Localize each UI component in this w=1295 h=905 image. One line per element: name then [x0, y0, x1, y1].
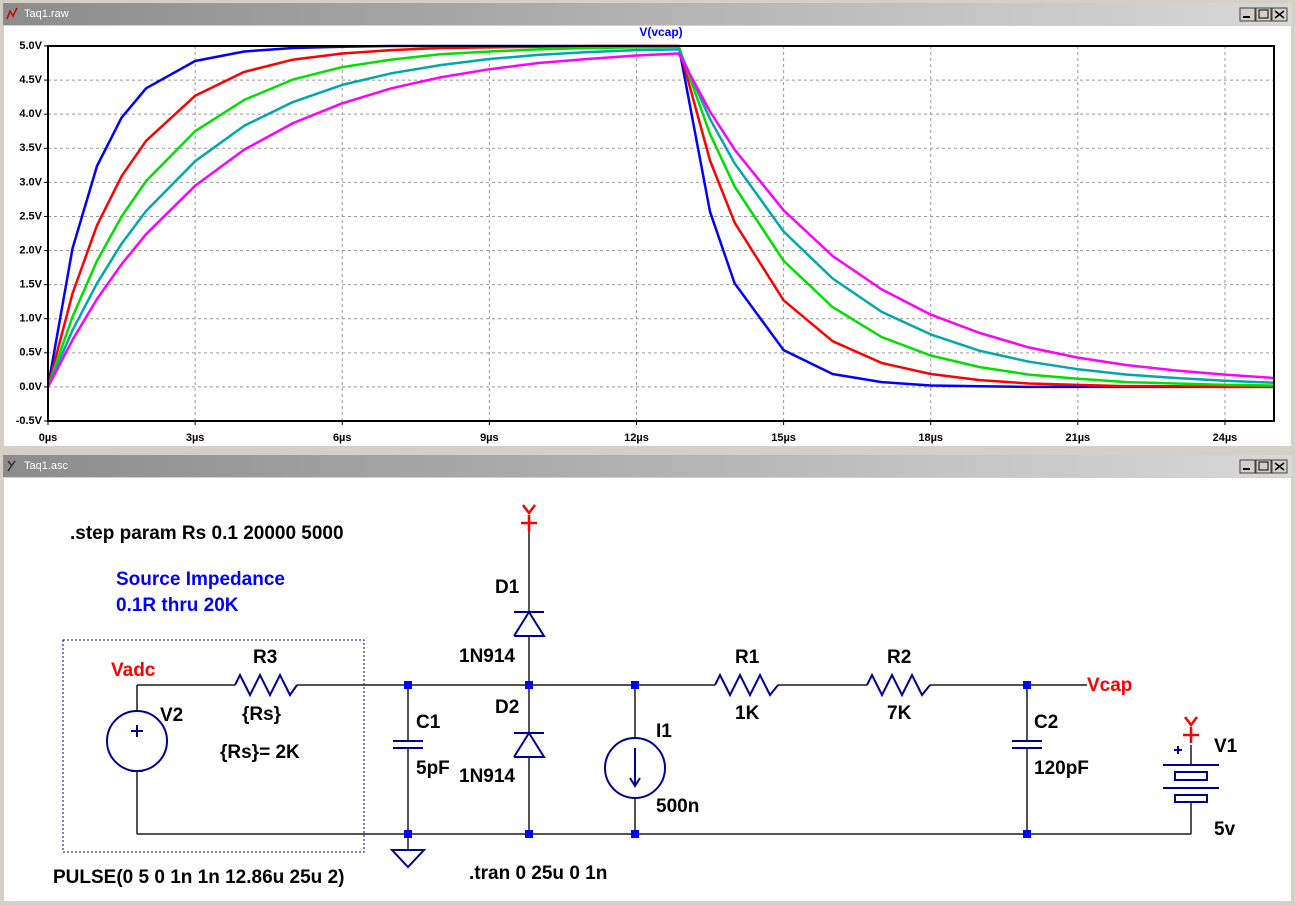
component-ref[interactable]: V2 [160, 705, 183, 726]
current-arrow [629, 748, 641, 788]
window-title: Taq1.asc [24, 460, 69, 472]
component-value[interactable]: 1N914 [459, 766, 515, 787]
component-ref[interactable]: R1 [735, 647, 760, 668]
schematic-drawing [62, 504, 1219, 869]
window-title: Taq1.raw [24, 8, 69, 20]
component-ref[interactable]: D2 [495, 697, 519, 718]
y-tick-label: 2.5V [19, 210, 42, 222]
y-tick-label: 5.0V [19, 40, 42, 52]
plot-pane [4, 26, 1291, 446]
component-value[interactable]: 7K [887, 703, 912, 724]
y-tick-label: 2.0V [19, 244, 42, 256]
component-value[interactable]: 1N914 [459, 646, 515, 667]
comment[interactable]: Source Impedance [116, 569, 285, 590]
window-controls[interactable] [1239, 459, 1288, 474]
supply-flag [1183, 716, 1199, 743]
trace-label[interactable]: V(vcap) [639, 25, 682, 39]
y-tick-label: 4.0V [19, 108, 42, 120]
x-tick-label: 6µs [333, 432, 352, 444]
component-value[interactable]: {Rs} [242, 704, 282, 725]
y-tick-label: 3.5V [19, 142, 42, 154]
net-label[interactable]: Vcap [1087, 675, 1132, 696]
component-ref[interactable]: C2 [1034, 712, 1058, 733]
component-ref[interactable]: V1 [1214, 736, 1238, 757]
schematic-pane [4, 478, 1291, 901]
current-source [604, 737, 666, 799]
app-icon [6, 7, 18, 20]
x-tick-label: 21µs [1065, 432, 1090, 444]
x-tick-label: 9µs [480, 432, 499, 444]
y-tick-label: 1.0V [19, 313, 42, 325]
title-bar [3, 455, 1292, 477]
component-ref[interactable]: I1 [656, 721, 672, 742]
comment[interactable]: 0.1R thru 20K [116, 595, 239, 616]
trace [46, 45, 1275, 388]
y-tick-label: 0.0V [19, 381, 42, 393]
spice-directive[interactable]: PULSE(0 5 0 1n 1n 12.86u 25u 2) [53, 867, 344, 888]
y-tick-label: -0.5V [16, 415, 43, 427]
app-icon [7, 460, 16, 472]
x-tick-label: 12µs [624, 432, 649, 444]
x-tick-label: 18µs [918, 432, 943, 444]
component-ref[interactable]: C1 [416, 712, 441, 733]
supply-flag [521, 504, 537, 531]
component-value[interactable]: 120pF [1034, 758, 1089, 779]
component-value[interactable]: 1K [735, 703, 760, 724]
source-signs [131, 725, 143, 772]
component-ref[interactable]: R2 [887, 647, 911, 668]
y-tick-label: 3.0V [19, 176, 42, 188]
component-value[interactable]: 5v [1214, 819, 1236, 840]
junctions [404, 681, 1031, 838]
capacitor [393, 740, 423, 749]
component-ref[interactable]: D1 [495, 577, 520, 598]
title-bar [3, 3, 1292, 25]
component-value[interactable]: 500n [656, 796, 699, 817]
resistor [866, 672, 931, 698]
trace [46, 52, 1275, 388]
spice-directive[interactable]: .step param Rs 0.1 20000 5000 [70, 523, 344, 544]
subcircuit-box [62, 639, 365, 853]
param-note[interactable]: {Rs}= 2K [220, 742, 300, 763]
y-tick-label: 0.5V [19, 347, 42, 359]
y-tick-label: 4.5V [19, 74, 42, 86]
window-controls[interactable] [1239, 7, 1288, 22]
plot-border [47, 45, 1275, 422]
capacitor [1012, 740, 1042, 749]
x-tick-label: 15µs [771, 432, 796, 444]
x-tick-label: 3µs [186, 432, 205, 444]
spice-directive[interactable]: .tran 0 25u 0 1n [469, 863, 607, 884]
trace [46, 48, 1275, 388]
resistor [714, 672, 779, 698]
net-label[interactable]: Vadc [111, 660, 156, 681]
diode [513, 731, 546, 758]
plot: -0.5V 0.0V 0.5V 1.0V 1.5V 2.0V 2.5V 3.0V 3.5V 4.0… [16, 40, 1275, 444]
ground [389, 849, 427, 869]
y-tick-label: 1.5V [19, 279, 42, 291]
component-value[interactable]: 5pF [416, 758, 450, 779]
x-tick-label: 0µs [39, 432, 58, 444]
x-tick-label: 24µs [1213, 432, 1238, 444]
component-ref[interactable]: R3 [253, 647, 277, 668]
resistor [234, 672, 298, 698]
diode [513, 610, 546, 637]
battery [1163, 746, 1219, 803]
